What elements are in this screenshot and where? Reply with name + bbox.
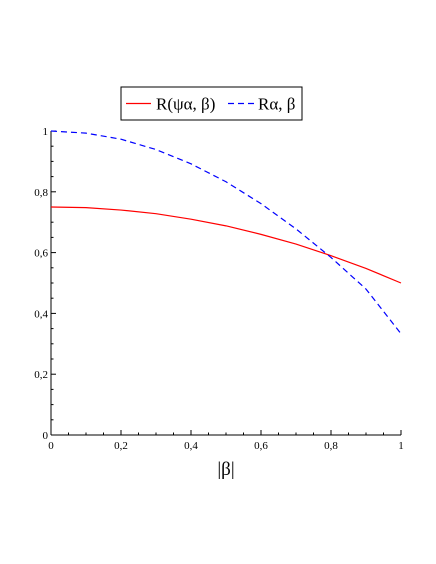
x-axis-label: |β| [217,459,234,480]
chart-axes [50,131,401,436]
legend-label-1: R(ψα, β) [156,95,215,114]
x-tick-label: 0 [48,440,54,452]
y-tick-label: 0,2 [34,369,48,381]
legend-label-2: Rα, β [258,95,295,114]
y-tick-label: 0 [43,430,49,442]
legend: R(ψα, β) Rα, β [120,86,303,121]
x-tick-label: 0,2 [114,440,128,452]
y-tick-label: 0,8 [34,187,48,199]
series-line-1 [50,206,402,284]
legend-box [120,86,303,121]
series-line-2 [50,130,402,335]
x-tick-label: 0,4 [184,440,198,452]
x-axis-ticks: 0 0,2 0,4 0,6 0,8 1 [48,430,404,452]
plot-lines [50,130,402,335]
y-tick-label: 1 [43,126,49,138]
x-tick-label: 1 [398,440,404,452]
y-axis-ticks: 0 0,2 0,4 0,6 0,8 1 [34,126,56,442]
y-tick-label: 0,6 [34,248,48,260]
x-tick-label: 0,6 [254,440,268,452]
x-tick-label: 0,8 [324,440,338,452]
y-tick-label: 0,4 [34,308,48,320]
